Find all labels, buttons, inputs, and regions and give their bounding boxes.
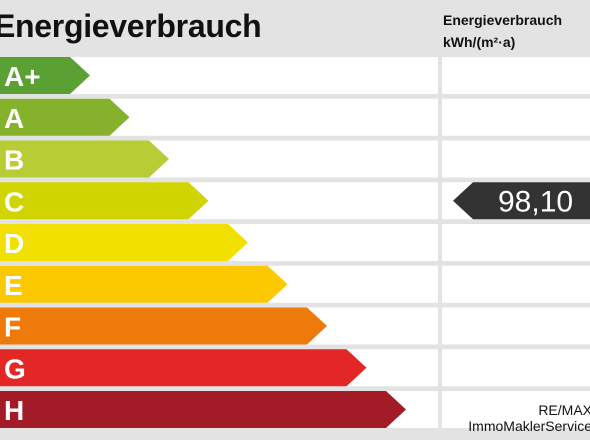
class-label-f: F	[4, 312, 21, 343]
class-label-d: D	[4, 228, 24, 259]
unit-label-line-2: kWh/(m²·a)	[443, 34, 516, 50]
chart-title: Energieverbrauch	[0, 8, 262, 44]
class-arrow-a-plus	[0, 57, 90, 94]
class-label-h: H	[4, 395, 24, 426]
value-cell-a	[442, 98, 590, 136]
class-label-c: C	[4, 186, 24, 217]
value-marker-label: 98,10	[498, 185, 573, 218]
value-cell-a-plus	[442, 57, 590, 94]
value-cell-e	[442, 265, 590, 303]
credit-text: RE/MAX ImmoMaklerService	[452, 402, 590, 434]
value-cell-f	[442, 307, 590, 345]
value-cell-d	[442, 224, 590, 261]
class-arrow-g	[0, 349, 367, 387]
value-marker	[453, 182, 590, 220]
value-cell-h	[442, 391, 590, 428]
credit-line-2: ImmoMaklerService	[468, 418, 590, 434]
class-label-a-plus: A+	[4, 61, 41, 92]
class-label-e: E	[4, 270, 23, 301]
class-label-b: B	[4, 145, 24, 176]
class-arrow-e	[0, 265, 288, 303]
class-arrow-f	[0, 307, 327, 345]
unit-label: Energieverbrauch kWh/(m²·a)	[443, 9, 590, 53]
class-arrow-c	[0, 182, 209, 220]
class-arrow-h	[0, 391, 406, 428]
class-arrow-d	[0, 224, 248, 261]
class-arrow-a	[0, 98, 130, 136]
class-label-g: G	[4, 353, 26, 384]
value-cell-g	[442, 349, 590, 387]
class-arrow-b	[0, 140, 169, 178]
class-label-a: A	[4, 103, 24, 134]
unit-label-line-1: Energieverbrauch	[443, 12, 563, 28]
credit-line-1: RE/MAX	[538, 402, 590, 418]
value-cell-b	[442, 140, 590, 178]
